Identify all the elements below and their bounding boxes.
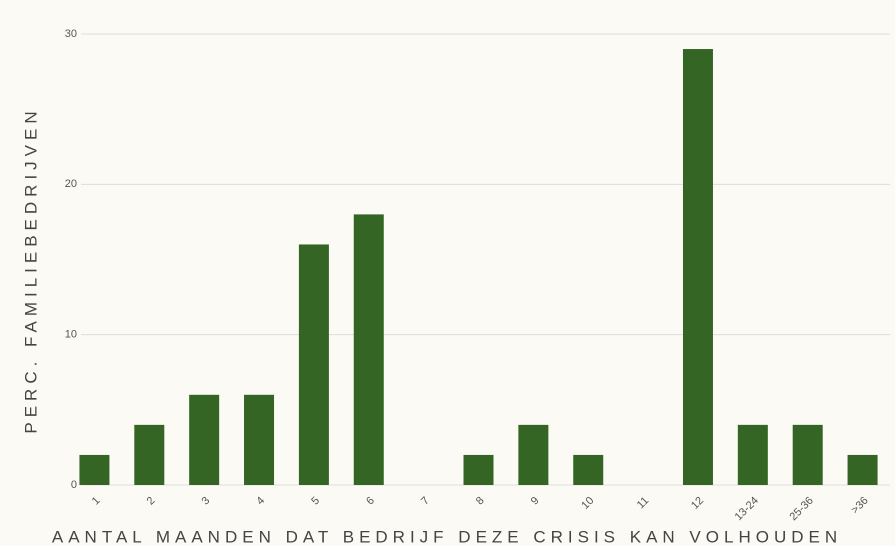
y-tick-label: 30 [65, 28, 77, 40]
y-axis-title: PERC. FAMILIEBEDRIJVEN [21, 106, 40, 433]
bar [298, 244, 329, 485]
bar [682, 49, 713, 486]
x-axis-title: AANTAL MAANDEN DAT BEDRIJF DEZE CRISIS K… [52, 527, 842, 546]
y-tick-label: 0 [71, 479, 77, 491]
bar [463, 454, 494, 485]
bar [134, 424, 165, 485]
y-tick-label: 20 [65, 178, 77, 190]
bar [737, 424, 768, 485]
bar [792, 424, 823, 485]
bar [244, 394, 275, 485]
bar [353, 214, 384, 485]
y-tick-label: 10 [65, 329, 77, 341]
bar [189, 394, 220, 485]
bar [518, 424, 549, 485]
bar [847, 454, 878, 485]
bar [79, 454, 110, 485]
bar [573, 454, 604, 485]
